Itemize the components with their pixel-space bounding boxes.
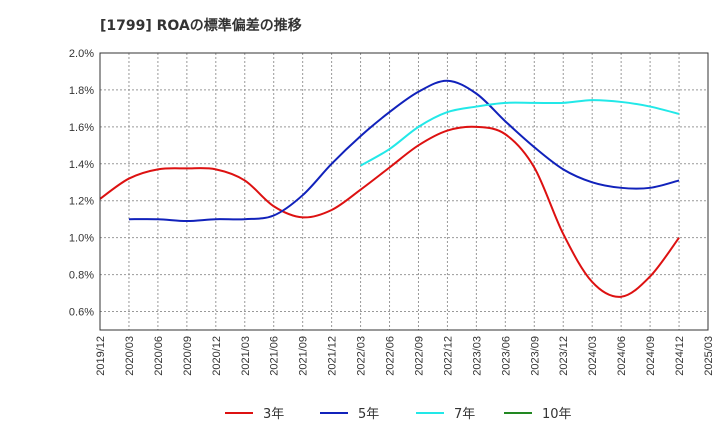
y-axis-ticks: 0.6% 0.8% 1.0% 1.2% 1.4% 1.6% 1.8% 2.0% [69, 48, 94, 319]
x-tick-label: 2022/09 [413, 336, 425, 376]
series-line-1 [99, 125, 680, 298]
x-tick-label: 2020/12 [211, 336, 223, 376]
x-tick-label: 2023/12 [558, 336, 570, 376]
x-tick-label: 2025/03 [703, 336, 715, 376]
x-tick-label: 2020/06 [153, 336, 165, 376]
x-tick-label: 2022/12 [442, 336, 454, 376]
x-tick-label: 2021/09 [298, 336, 310, 376]
legend: 3年 5年 7年 10年 [225, 407, 572, 422]
y-tick-label: 1.2% [69, 196, 94, 208]
x-tick-label: 2020/03 [124, 336, 136, 376]
chart-title: [1799] ROAの標準偏差の推移 [100, 17, 302, 34]
x-tick-label: 2019/12 [95, 336, 107, 376]
x-axis-ticks: 2019/12 2020/03 2020/06 2020/09 2020/12 2021/… [95, 336, 715, 376]
x-tick-label: 2021/12 [327, 336, 339, 376]
x-tick-label: 2023/03 [471, 336, 483, 376]
y-tick-label: 0.8% [69, 270, 94, 282]
series-lines [99, 79, 680, 298]
legend-label: 7年 [454, 407, 475, 422]
x-tick-label: 2022/03 [356, 336, 368, 376]
y-tick-label: 1.8% [69, 85, 94, 97]
series-line-3 [360, 99, 680, 167]
plot-frame [99, 52, 709, 331]
y-tick-label: 2.0% [69, 48, 94, 60]
x-tick-label: 2020/09 [182, 336, 194, 376]
x-tick-label: 2024/12 [674, 336, 686, 376]
legend-label: 10年 [542, 407, 572, 422]
series-line-2 [128, 79, 680, 223]
y-tick-label: 1.6% [69, 122, 94, 134]
legend-label: 5年 [358, 407, 379, 422]
x-tick-label: 2024/03 [587, 336, 599, 376]
x-tick-label: 2021/06 [269, 336, 281, 376]
x-tick-label: 2023/06 [500, 336, 512, 376]
y-tick-label: 1.4% [69, 159, 94, 171]
y-tick-label: 1.0% [69, 233, 94, 245]
x-tick-label: 2021/03 [240, 336, 252, 376]
y-tick-label: 0.6% [69, 307, 94, 319]
grid [99, 52, 709, 330]
x-tick-label: 2022/06 [385, 336, 397, 376]
x-tick-label: 2024/09 [645, 336, 657, 376]
legend-label: 3年 [263, 407, 284, 422]
x-tick-label: 2024/06 [616, 336, 628, 376]
x-tick-label: 2023/09 [529, 336, 541, 376]
